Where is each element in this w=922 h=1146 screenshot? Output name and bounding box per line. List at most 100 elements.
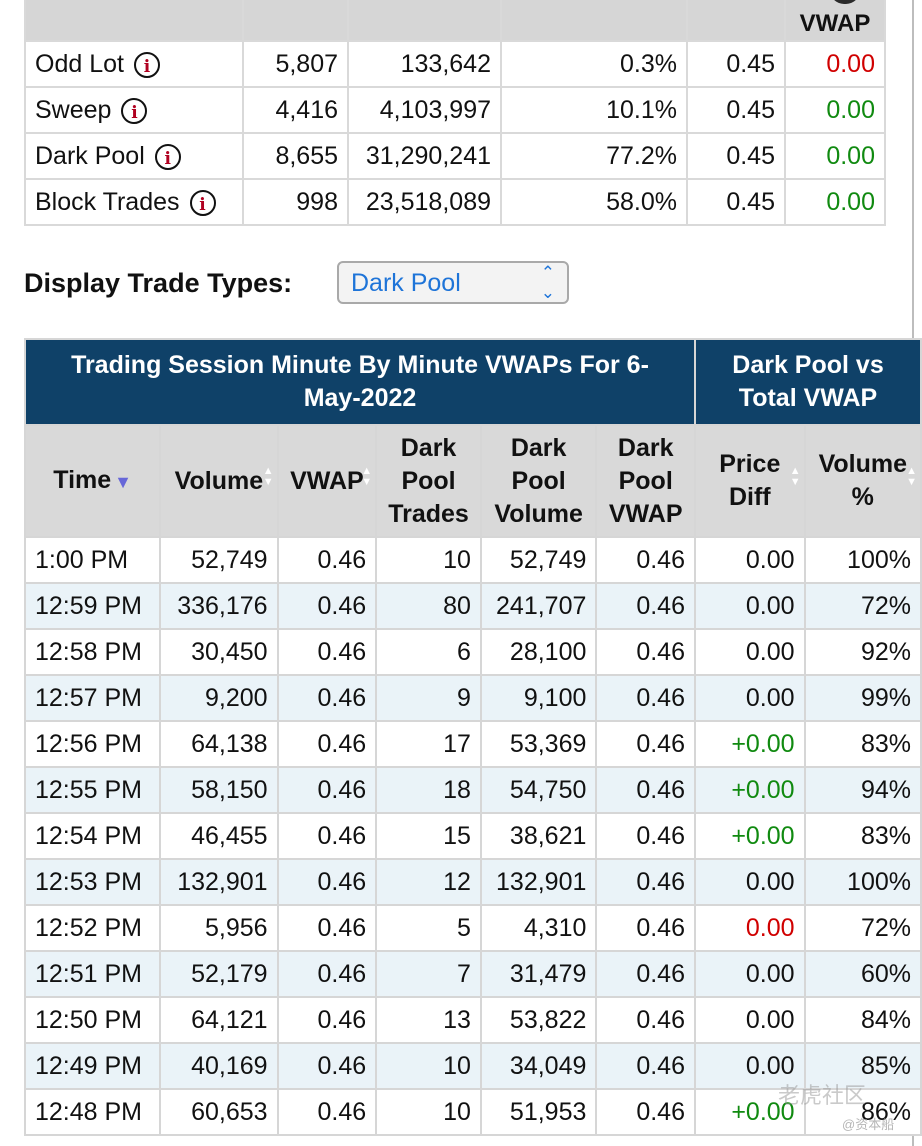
summary-diff: 0.00 [784, 178, 886, 226]
table-row: 12:58 PM 30,450 0.46 6 28,100 0.46 0.00 92% [23, 628, 922, 676]
cell-price-diff: +0.00 [694, 720, 806, 768]
column-header-vwap[interactable]: VWAP ▲ ▼ [276, 424, 378, 538]
summary-volume: 133,642 [347, 40, 502, 88]
table-row: 12:53 PM 132,901 0.46 12 132,901 0.46 0.00 100% [23, 858, 922, 906]
cell-volume-pct: 100% [803, 858, 922, 906]
cell-vwap: 0.46 [276, 628, 378, 676]
column-header-price-diff-label: Price Diff [719, 450, 781, 511]
cell-vwap: 0.46 [276, 582, 378, 630]
cell-dp-trades: 12 [375, 858, 482, 906]
cell-dp-vwap: 0.46 [595, 1042, 696, 1090]
cell-dp-vwap: 0.46 [595, 858, 696, 906]
cell-volume-pct: 99% [803, 674, 922, 722]
cell-volume-pct: 83% [803, 720, 922, 768]
watermark-sub: @资本船 [842, 1117, 895, 1132]
column-header-dp-vwap-label: Dark Pool VWAP [608, 433, 683, 528]
cell-price-diff: +0.00 [694, 766, 806, 814]
summary-header-row: VWAP [24, 0, 886, 42]
cell-volume-pct: 84% [803, 996, 922, 1044]
cell-vwap: 0.46 [276, 1042, 378, 1090]
summary-type-cell: Block Trades i [24, 178, 244, 226]
cell-vwap: 0.46 [276, 904, 378, 952]
cell-time: 1:00 PM [23, 536, 162, 584]
trade-type-select[interactable]: Dark Pool ⌃ ⌄ [337, 261, 569, 304]
display-trade-types-label: Display Trade Types: [24, 268, 293, 298]
summary-vwap: 0.45 [686, 132, 786, 180]
cell-dp-volume: 53,822 [479, 996, 598, 1044]
cell-dp-vwap: 0.46 [595, 720, 696, 768]
column-header-dp-trades[interactable]: Dark Pool Trades [375, 424, 482, 538]
summary-volume: 4,103,997 [347, 86, 502, 134]
summary-header-cell [242, 0, 349, 42]
table-row: 12:48 PM 60,653 0.46 10 51,953 0.46 +0.00 86% [23, 1088, 922, 1136]
cell-vwap: 0.46 [276, 766, 378, 814]
cell-dp-trades: 10 [375, 1042, 482, 1090]
sort-descending-icon: ▼ [114, 471, 132, 492]
cell-vwap: 0.46 [276, 996, 378, 1044]
info-icon[interactable]: i [133, 51, 160, 78]
summary-type-cell: Sweep i [24, 86, 244, 134]
column-header-volume[interactable]: Volume ▲ ▼ [159, 424, 279, 538]
cell-dp-vwap: 0.46 [595, 766, 696, 814]
table-row: 12:55 PM 58,150 0.46 18 54,750 0.46 +0.00 94% [23, 766, 922, 814]
summary-row: Block Trades i 998 23,518,089 58.0% 0.45 0.00 [24, 178, 886, 226]
cell-volume-pct: 100% [803, 536, 922, 584]
cell-time: 12:59 PM [23, 582, 162, 630]
column-header-volume-pct[interactable]: Volume % ▲ ▼ [803, 424, 922, 538]
column-header-dp-volume-label: Dark Pool Volume [494, 433, 583, 528]
cell-volume-pct: 94% [803, 766, 922, 814]
column-header-dp-vwap[interactable]: Dark Pool VWAP [595, 424, 696, 538]
cell-volume: 60,653 [159, 1088, 279, 1136]
summary-row: Dark Pool i 8,655 31,290,241 77.2% 0.45 0.00 [24, 132, 886, 180]
cell-volume: 58,150 [159, 766, 279, 814]
cell-time: 12:51 PM [23, 950, 162, 998]
cell-price-diff: +0.00 [694, 812, 806, 860]
cell-dp-vwap: 0.46 [595, 812, 696, 860]
cell-price-diff: 0.00 [694, 858, 806, 906]
minute-rows: 1:00 PM 52,749 0.46 10 52,749 0.46 0.00 100% 12:… [23, 536, 922, 1136]
cell-dp-trades: 7 [375, 950, 482, 998]
summary-header-cell [686, 0, 786, 42]
cell-time: 12:48 PM [23, 1088, 162, 1136]
info-icon[interactable]: i [189, 189, 216, 216]
summary-header-cell [24, 0, 244, 42]
cell-price-diff: 0.00 [694, 582, 806, 630]
summary-type-label: Block Trades [35, 187, 180, 216]
column-header-dp-volume[interactable]: Dark Pool Volume [479, 424, 598, 538]
cell-vwap: 0.46 [276, 536, 378, 584]
cell-dp-trades: 15 [375, 812, 482, 860]
cell-dp-trades: 18 [375, 766, 482, 814]
cell-volume: 64,121 [159, 996, 279, 1044]
column-header-volume-pct-label: Volume % [818, 450, 908, 511]
info-icon[interactable]: i [154, 143, 181, 170]
cell-dp-volume: 241,707 [479, 582, 598, 630]
cell-volume-pct: 72% [803, 582, 922, 630]
summary-volume: 23,518,089 [347, 178, 502, 226]
table-row: 12:56 PM 64,138 0.46 17 53,369 0.46 +0.00 83% [23, 720, 922, 768]
cell-volume-pct: 85% [803, 1042, 922, 1090]
cell-volume: 40,169 [159, 1042, 279, 1090]
cell-vwap: 0.46 [276, 858, 378, 906]
table-row: 12:57 PM 9,200 0.46 9 9,100 0.46 0.00 99% [23, 674, 922, 722]
cell-dp-trades: 13 [375, 996, 482, 1044]
column-header-price-diff[interactable]: Price Diff ▲ ▼ [694, 424, 806, 538]
table-row: 12:54 PM 46,455 0.46 15 38,621 0.46 +0.00 83% [23, 812, 922, 860]
cell-volume: 9,200 [159, 674, 279, 722]
info-icon[interactable]: i [121, 97, 148, 124]
cell-price-diff: 0.00 [694, 1042, 806, 1090]
cell-volume: 46,455 [159, 812, 279, 860]
table-row: 12:49 PM 40,169 0.46 10 34,049 0.46 0.00 85% [23, 1042, 922, 1090]
select-updown-icon: ⌃ ⌄ [540, 263, 555, 302]
sort-arrows-icon: ▲ ▼ [906, 465, 917, 488]
table-row: 12:51 PM 52,179 0.46 7 31,479 0.46 0.00 60% [23, 950, 922, 998]
summary-volume: 31,290,241 [347, 132, 502, 180]
sort-arrows-icon: ▲ ▼ [789, 465, 801, 488]
summary-trades: 998 [242, 178, 349, 226]
cell-price-diff: 0.00 [694, 996, 806, 1044]
cell-price-diff: +0.00 [694, 1088, 806, 1136]
cell-dp-volume: 38,621 [479, 812, 598, 860]
summary-type-label: Sweep [35, 95, 112, 124]
summary-type-cell: Odd Lot i [24, 40, 244, 88]
cell-dp-volume: 31,479 [479, 950, 598, 998]
column-header-time[interactable]: Time ▼ [23, 424, 162, 538]
